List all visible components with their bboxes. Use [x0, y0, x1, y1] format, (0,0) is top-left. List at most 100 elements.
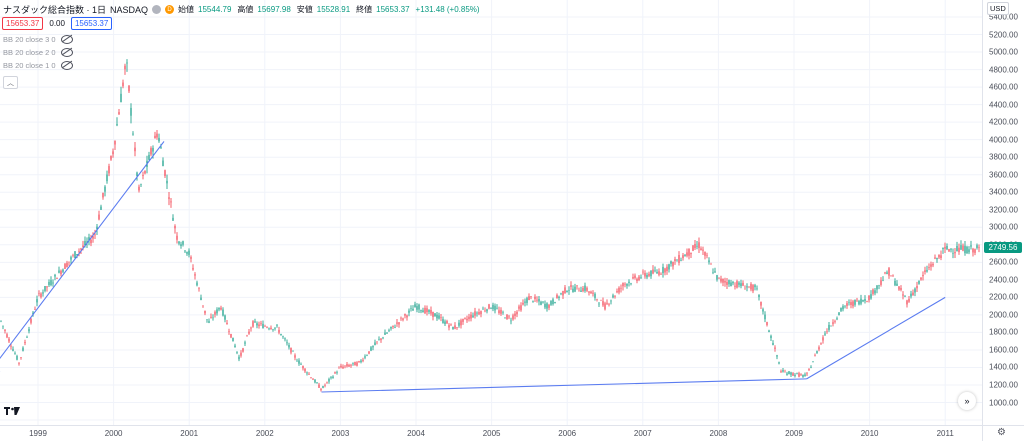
hidden-eye-icon[interactable]: [60, 61, 73, 70]
candle-body: [960, 245, 962, 250]
candle-body: [308, 373, 310, 375]
indicator-row[interactable]: BB 20 close 3 0: [3, 35, 73, 44]
tradingview-logo-icon: [4, 407, 20, 415]
candle-body: [298, 360, 300, 364]
candle-body: [186, 251, 188, 254]
candle-body: [870, 294, 872, 299]
collapse-legend-button[interactable]: ︿: [3, 76, 18, 89]
candle-body: [956, 245, 958, 252]
candle-body: [136, 172, 138, 176]
currency-selector[interactable]: USD: [987, 2, 1009, 15]
candle-body: [880, 280, 882, 285]
candle-body: [844, 305, 846, 307]
candle-body: [254, 321, 256, 323]
candle-body: [942, 247, 944, 250]
candle-body: [720, 278, 722, 282]
candle-body: [280, 333, 282, 336]
candle-body: [8, 338, 10, 342]
candle-body: [686, 252, 688, 256]
candle-body: [220, 307, 222, 310]
candle-body: [466, 318, 468, 321]
candle-body: [368, 351, 370, 354]
chart-pane[interactable]: [0, 0, 982, 425]
candle-body: [468, 316, 470, 320]
scroll-to-realtime-button[interactable]: »: [958, 392, 976, 410]
tradingview-logo[interactable]: [4, 406, 20, 418]
candle-body: [524, 301, 526, 303]
symbol-title[interactable]: ナスダック総合指数 · 1日: [3, 5, 107, 15]
candle-body: [338, 367, 340, 369]
candle-body: [642, 271, 644, 273]
candle-body: [736, 281, 738, 288]
candle-body: [358, 361, 360, 363]
candle-body: [190, 257, 192, 259]
price-axis[interactable]: 5400.00 5200.00 5000.00 4800.00 4600.00 4400.…: [982, 0, 1024, 425]
candle-body: [326, 381, 328, 383]
candle-body: [728, 280, 730, 285]
candle-body: [662, 266, 664, 274]
indicator-row[interactable]: BB 20 close 1 0: [3, 61, 73, 70]
candle-body: [112, 151, 114, 155]
candle-body: [862, 299, 864, 302]
candle-body: [134, 147, 136, 152]
hidden-eye-icon[interactable]: [60, 35, 73, 44]
time-axis[interactable]: 1999 2000 2001 2002 2003 2004 2005 2006 2007 2008…: [0, 425, 982, 441]
price-plot[interactable]: [0, 0, 982, 425]
candle-body: [658, 271, 660, 275]
candle-body: [424, 307, 426, 314]
candle-body: [108, 166, 110, 174]
candle-body: [388, 330, 390, 332]
candle-body: [376, 341, 378, 343]
candle-body: [586, 287, 588, 291]
time-tick-label: 2011: [936, 429, 954, 438]
candle-body: [44, 286, 46, 291]
candle-body: [902, 294, 904, 296]
candle-body: [820, 343, 822, 345]
trendline: [806, 296, 946, 380]
buy-price-button[interactable]: 15653.37: [70, 17, 113, 30]
candle-body: [546, 303, 548, 309]
candle-body: [632, 277, 634, 279]
candle-body: [580, 290, 582, 292]
candle-body: [62, 269, 64, 272]
hidden-eye-icon[interactable]: [60, 48, 73, 57]
candle-body: [560, 293, 562, 294]
candle-body: [772, 342, 774, 346]
candle-body: [82, 245, 84, 247]
candle-body: [200, 297, 202, 301]
candle-body: [334, 372, 336, 374]
candle-body: [972, 248, 974, 253]
candle-body: [830, 325, 832, 327]
gear-icon[interactable]: ⚙: [997, 427, 1006, 438]
candle-body: [554, 301, 556, 304]
candle-body: [556, 294, 558, 298]
delayed-badge[interactable]: D: [165, 5, 175, 14]
candle-body: [754, 285, 756, 288]
axis-corner: [982, 425, 1024, 441]
candle-body: [198, 287, 200, 289]
sell-price-button[interactable]: 15653.37: [2, 17, 44, 30]
candle-body: [346, 364, 348, 367]
indicator-row[interactable]: BB 20 close 2 0: [3, 48, 73, 57]
candle-body: [138, 186, 140, 191]
candle-body: [386, 332, 388, 334]
candle-body: [214, 311, 216, 315]
candle-body: [370, 347, 372, 351]
candle-body: [262, 323, 264, 329]
candle-body: [142, 175, 144, 176]
candle-body: [416, 306, 418, 310]
candle-body: [248, 331, 250, 334]
candle-body: [818, 347, 820, 350]
candle-body: [106, 174, 108, 182]
candle-body: [896, 283, 898, 286]
candle-body: [644, 272, 646, 277]
candle-body: [354, 361, 356, 366]
candle-body: [224, 315, 226, 320]
candle-body: [46, 286, 48, 288]
candle-body: [668, 264, 670, 270]
candle-body: [508, 316, 510, 318]
candle-body: [506, 314, 508, 320]
candle-body: [266, 327, 268, 328]
candle-body: [922, 274, 924, 277]
candle-body: [176, 235, 178, 240]
